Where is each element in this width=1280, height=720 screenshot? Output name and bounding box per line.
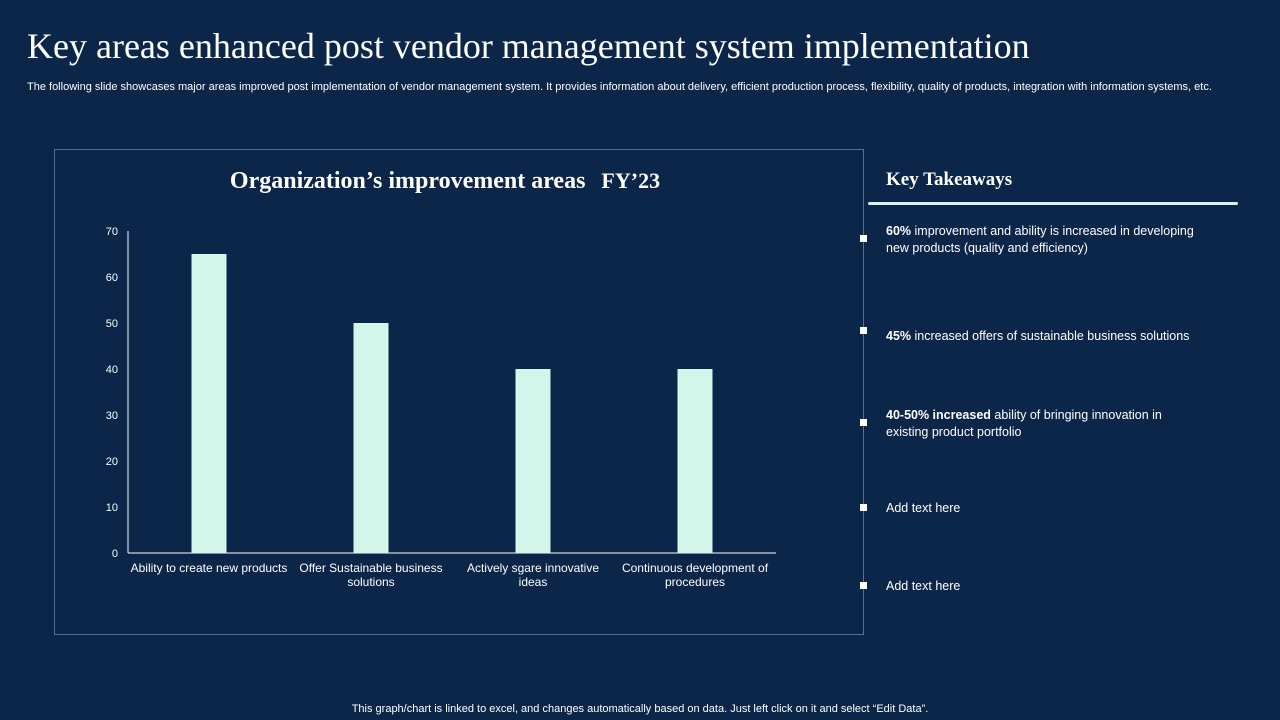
bullet-icon [860, 235, 867, 242]
key-takeaways-divider [868, 202, 1238, 205]
takeaway-3-bold: 40-50% increased [886, 408, 991, 422]
x-tick-label: Offer Sustainable business solutions [299, 561, 442, 589]
chart-title: Organization’s improvement areas [229, 168, 586, 194]
takeaway-2-text: increased offers of sustainable business… [911, 329, 1190, 343]
x-tick-label-line: Actively sgare innovative [467, 561, 599, 575]
bar[interactable] [353, 323, 389, 553]
footer-note: This graph/chart is linked to excel, and… [351, 703, 929, 715]
x-tick-label-line: Offer Sustainable business [299, 561, 442, 575]
key-takeaways-heading: Key Takeaways [886, 169, 1013, 190]
bar[interactable] [677, 369, 713, 553]
x-tick-label-line: solutions [347, 575, 394, 589]
takeaway-1-text: improvement and ability is increased in … [911, 224, 1194, 238]
bullet-icon [860, 504, 867, 511]
y-tick-label: 30 [106, 410, 118, 422]
y-tick-label: 50 [106, 318, 118, 330]
x-tick-label-line: procedures [665, 575, 725, 589]
takeaway-item-3: 40-50% increased ability of bringing inn… [886, 407, 1226, 440]
y-tick-label: 40 [106, 364, 118, 376]
y-tick-label: 60 [106, 272, 118, 284]
bar[interactable] [515, 369, 551, 553]
y-tick-label: 70 [106, 226, 118, 238]
x-tick-label: Actively sgare innovative ideas [467, 561, 599, 589]
slide-subtitle: The following slide showcases major area… [27, 81, 1212, 93]
takeaway-3-text-cont: existing product portfolio [886, 424, 1022, 439]
takeaway-item-2: 45% increased offers of sustainable busi… [886, 328, 1226, 345]
chart-panel [54, 149, 864, 635]
bar[interactable] [191, 254, 227, 553]
takeaway-item-5[interactable]: Add text here [886, 579, 961, 593]
takeaway-3-text: ability of bringing innovation in [990, 408, 1162, 422]
x-tick-label: Continuous development of procedures [622, 561, 769, 589]
slide-title: Key areas enhanced post vendor managemen… [27, 26, 1030, 66]
bullet-icon [860, 327, 867, 334]
y-tick-label: 20 [106, 456, 118, 468]
takeaway-1-bold: 60% [886, 224, 912, 238]
chart-title-row: Organization’s improvement areas FY’23 [0, 166, 864, 196]
x-tick-label-line: Continuous development of [622, 561, 769, 575]
bullet-icon [860, 419, 867, 426]
x-tick-label-line: Ability to create new products [131, 561, 288, 575]
takeaway-item-4[interactable]: Add text here [886, 501, 961, 515]
x-tick-label: Ability to create new products [131, 561, 288, 575]
takeaway-1-text-cont: new products (quality and efficiency) [886, 240, 1088, 255]
x-tick-label-line: ideas [519, 575, 548, 589]
takeaway-2-bold: 45% [886, 329, 912, 343]
takeaway-item-1: 60% improvement and ability is increased… [886, 223, 1226, 256]
chart-title-fy: FY’23 [601, 168, 661, 193]
y-tick-label: 10 [106, 502, 118, 514]
bullet-icon [860, 582, 867, 589]
y-tick-label: 0 [112, 548, 118, 560]
